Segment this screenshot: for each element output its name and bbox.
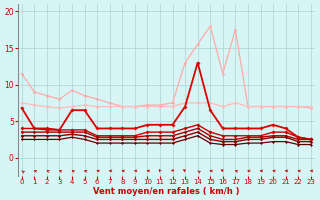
X-axis label: Vent moyen/en rafales ( km/h ): Vent moyen/en rafales ( km/h ) <box>93 187 239 196</box>
